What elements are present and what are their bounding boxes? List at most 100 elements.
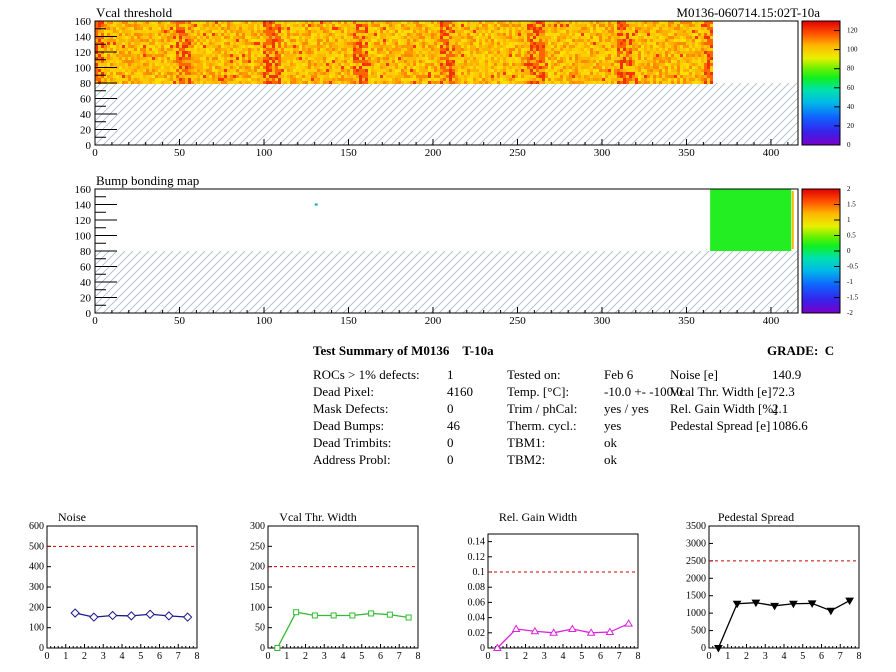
map-0-ytick-1: 20 — [80, 125, 92, 137]
map-1-xtick-2: 100 — [256, 315, 273, 327]
summary-mid-label-4: TBM1: — [507, 435, 546, 450]
chart-1-ytick-1: 50 — [255, 623, 265, 634]
map-0-palette-tick-5: 100 — [847, 46, 858, 54]
chart-3-xtick-6: 6 — [819, 651, 824, 662]
chart-0-point-5 — [164, 611, 174, 621]
summary-module: Test Summary of M0136 — [313, 343, 450, 358]
chart-3-point-1 — [732, 600, 742, 609]
chart-1-point-6 — [386, 611, 393, 618]
chart-2-xtick-6: 6 — [598, 651, 603, 662]
chart-0-xtick-1: 1 — [63, 651, 68, 662]
chart-2-ytick-5: 0.1 — [473, 567, 486, 578]
map-0-ytick-3: 60 — [80, 94, 92, 106]
map-0-ytick-0: 0 — [86, 140, 92, 152]
map-0-ytick-7: 140 — [75, 32, 92, 44]
summary-mid-value-1: -10.0 +- -100.0 — [604, 384, 683, 399]
chart-2-xtick-7: 7 — [617, 651, 622, 662]
summary-right-label-3: Pedestal Spread [e] — [670, 418, 771, 433]
chart-3-xtick-4: 4 — [782, 651, 787, 662]
summary-mid-label-1: Temp. [°C]: — [507, 384, 570, 399]
chart-1-ytick-2: 100 — [250, 602, 265, 613]
map-0-xtick-4: 200 — [425, 147, 442, 159]
chart-1-title: Vcal Thr. Width — [279, 510, 356, 524]
chart-0-ytick-6: 600 — [29, 521, 44, 532]
chart-1-ytick-4: 200 — [250, 562, 265, 573]
chart-0-ytick-5: 500 — [29, 541, 44, 552]
chart-3-ytick-1: 500 — [691, 626, 706, 637]
map-0: 0 50 100 150 200 250 300 350 4000204060801001201… — [75, 5, 859, 159]
chart-3-ytick-0: 0 — [701, 643, 706, 654]
chart-0-ytick-3: 300 — [29, 582, 44, 593]
map-1-xtick-7: 350 — [678, 315, 695, 327]
chart-2-xtick-5: 5 — [579, 651, 584, 662]
chart-0-point-6 — [182, 612, 193, 622]
map-0-ytick-2: 40 — [80, 109, 92, 121]
summary-mid-value-5: ok — [604, 452, 617, 467]
chart-0-xtick-6: 6 — [157, 651, 162, 662]
map-1-ytick-7: 140 — [75, 200, 92, 212]
chart-3-point-2 — [751, 599, 761, 608]
grade-label-text: GRADE: — [767, 343, 819, 358]
chart-1-xtick-8: 8 — [416, 651, 421, 662]
chart-3-point-3 — [770, 602, 779, 611]
chart-2-ytick-7: 0.14 — [468, 537, 486, 548]
summary-right-value-2: 2.1 — [772, 401, 789, 416]
map-1-palette-tick-5: 0.5 — [847, 232, 856, 240]
chart-1-ytick-6: 300 — [250, 521, 265, 532]
chart-1-series-line — [276, 611, 409, 649]
summary-left-value-1: 4160 — [447, 384, 473, 399]
summary-left-label-4: Dead Trimbits: — [313, 435, 392, 450]
map-1-ytick-5: 100 — [75, 231, 92, 243]
chart-0-frame — [46, 525, 198, 649]
chart-3-xtick-0: 0 — [707, 651, 712, 662]
map-0-xtick-8: 400 — [763, 147, 780, 159]
chart-1-ytick-3: 150 — [250, 582, 265, 593]
summary-title: Test Summary of M0136 T-10a — [313, 343, 494, 359]
map-0-xtick-0: 0 — [92, 147, 98, 159]
chart-2-ytick-6: 0.12 — [468, 552, 486, 563]
chart-2-ytick-0: 0 — [480, 643, 485, 654]
chart-1-xtick-4: 4 — [341, 651, 346, 662]
chart-2-point-4 — [568, 624, 577, 632]
summary-mid-value-4: ok — [604, 435, 617, 450]
map-hatched-region — [95, 251, 798, 313]
map-1-ytick-3: 60 — [80, 262, 92, 274]
chart-0-point-1 — [89, 612, 99, 622]
chart-1-ytick-5: 250 — [250, 541, 265, 552]
chart-3-ytick-5: 2500 — [686, 556, 706, 567]
module-id: M0136-060714.15:02T-10a — [676, 5, 820, 20]
chart-2-xtick-2: 2 — [523, 651, 528, 662]
chart-1-point-2 — [311, 612, 318, 619]
chart-1-xtick-5: 5 — [359, 651, 364, 662]
map-1-xtick-5: 250 — [509, 315, 526, 327]
bump-green-region — [710, 189, 792, 251]
chart-1-xtick-1: 1 — [284, 651, 289, 662]
map-0-title: Vcal threshold — [96, 5, 173, 20]
chart-3-ytick-7: 3500 — [686, 521, 706, 532]
map-1-palette-tick-1: -1.5 — [847, 294, 859, 302]
summary-right-value-1: 72.3 — [772, 384, 795, 399]
chart-3-xtick-8: 8 — [857, 651, 862, 662]
chart-2-point-6 — [605, 627, 615, 636]
bump-edge-strip — [791, 191, 794, 249]
summary-right-label-2: Rel. Gain Width [%] — [670, 401, 778, 416]
map-0-palette-tick-2: 40 — [847, 103, 855, 111]
map-1-title: Bump bonding map — [96, 173, 199, 188]
chart-2-xtick-0: 0 — [486, 651, 491, 662]
chart-3-xtick-2: 2 — [744, 651, 749, 662]
map-1-xtick-8: 400 — [763, 315, 780, 327]
chart-0: Noise 0 1 2 3 4 5 6 7 8 0 100 200 300 400 500 600 — [29, 510, 200, 662]
summary-mid-label-2: Trim / phCal: — [507, 401, 578, 416]
map-1-palette-tick-4: 0 — [847, 247, 851, 255]
chart-3-point-7 — [845, 597, 854, 606]
chart-0-ytick-1: 100 — [29, 623, 44, 634]
map-1-palette-tick-2: -1 — [847, 278, 853, 286]
chart-3-ytick-3: 1500 — [686, 591, 706, 602]
chart-2-ytick-4: 0.08 — [468, 582, 486, 593]
map-1-ytick-0: 0 — [86, 308, 92, 320]
chart-0-xtick-7: 7 — [176, 651, 181, 662]
map-1-ytick-8: 160 — [75, 184, 92, 196]
map-0-palette-tick-0: 0 — [847, 141, 851, 149]
